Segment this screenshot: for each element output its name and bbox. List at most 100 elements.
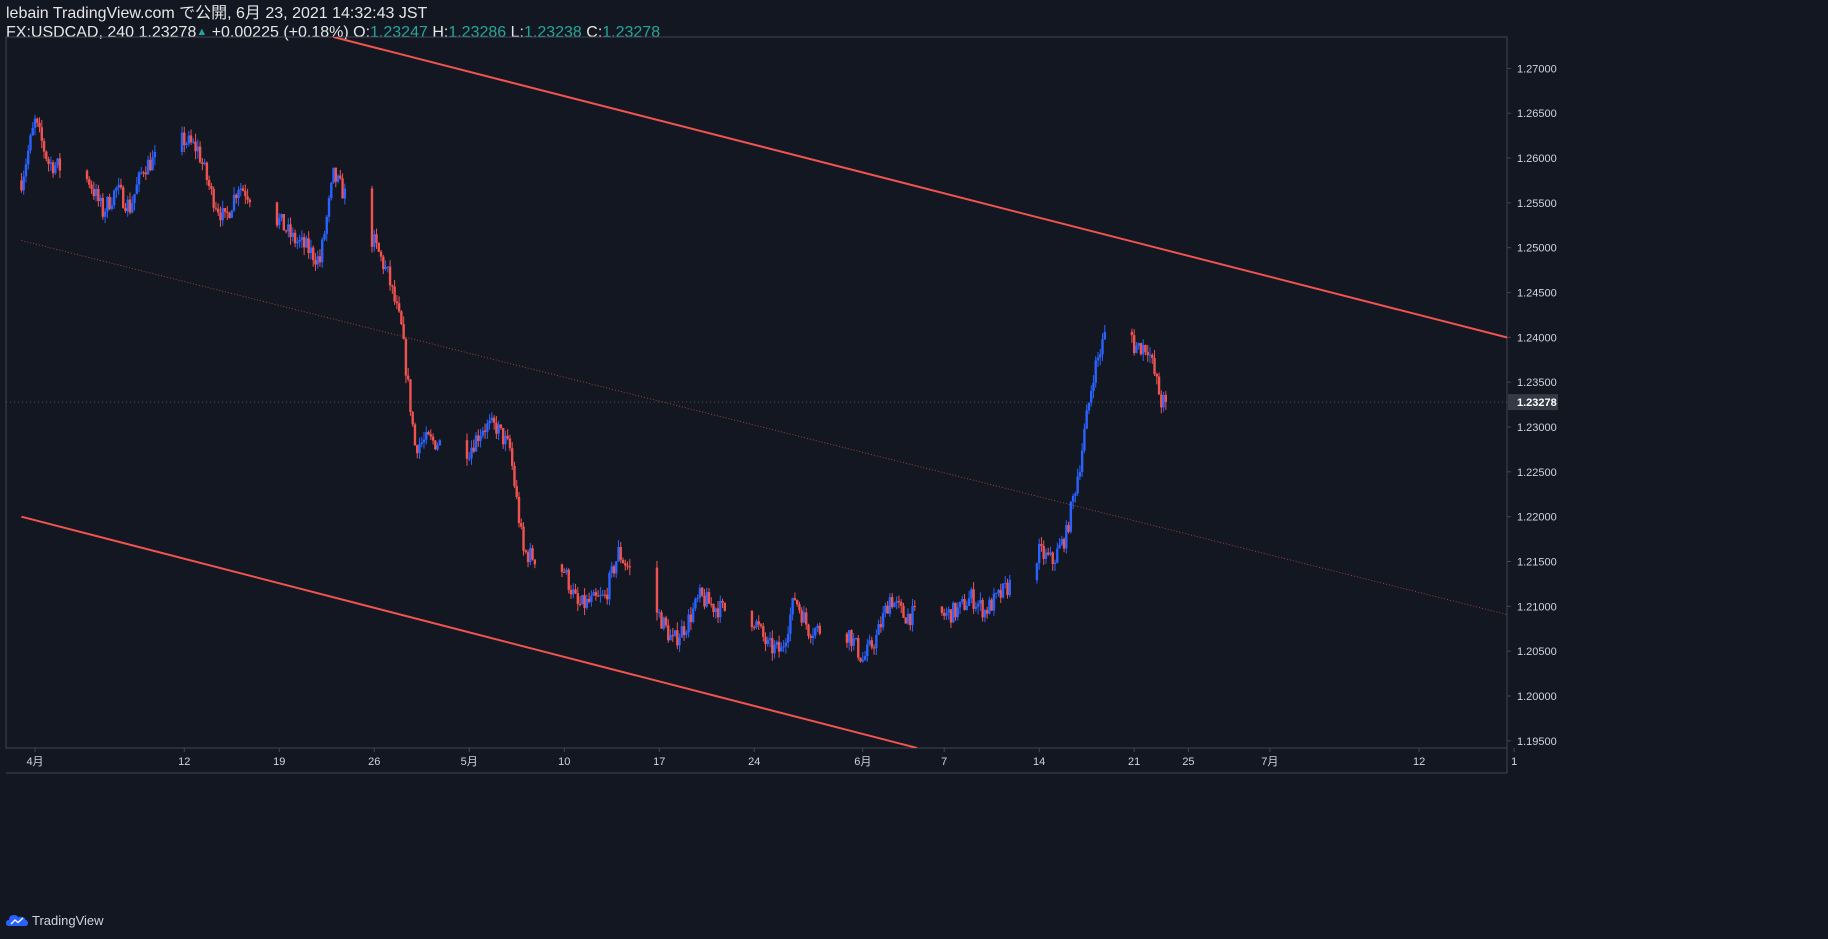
candle-body	[436, 445, 439, 450]
candle-body	[981, 600, 984, 618]
price-tick-label: 1.22500	[1517, 467, 1557, 479]
candle-body	[506, 435, 509, 439]
candle-body	[800, 610, 803, 623]
candle-body	[972, 589, 975, 609]
candle-body	[802, 612, 806, 623]
lower-channel-line[interactable]	[21, 515, 918, 748]
price-tick-label: 1.26500	[1517, 108, 1557, 120]
candle-body	[36, 118, 39, 123]
candle-body	[612, 566, 616, 574]
candle-body	[1044, 552, 1048, 559]
candle-body	[513, 465, 516, 487]
candle-body	[296, 241, 299, 244]
candle-body	[587, 598, 591, 602]
candle-body	[488, 420, 491, 424]
middle-channel-line[interactable]	[21, 240, 1527, 620]
candle-body	[710, 603, 713, 605]
candle-body	[619, 547, 622, 560]
channel-lines[interactable]	[21, 37, 1527, 748]
candle-body	[499, 424, 503, 429]
candle-body	[526, 552, 530, 563]
candle-body	[140, 172, 143, 174]
time-tick-label: 25	[1182, 756, 1194, 768]
candle-body	[1008, 580, 1011, 596]
candle-body	[187, 135, 190, 144]
candle-body	[183, 132, 186, 146]
candle-body	[1130, 331, 1134, 336]
candle-body	[992, 593, 996, 611]
candle-body	[807, 624, 810, 636]
candle-body	[232, 194, 236, 211]
price-tick-label: 1.24500	[1517, 288, 1557, 300]
candle-body	[101, 197, 105, 217]
time-tick-label: 14	[1033, 756, 1045, 768]
candle-body	[341, 178, 344, 199]
candle-body	[212, 188, 215, 208]
candle-body	[305, 238, 308, 248]
candle-body	[768, 638, 772, 640]
candle-body	[38, 122, 41, 128]
candle-body	[151, 157, 154, 171]
candle-body	[153, 151, 157, 158]
candle-body	[88, 179, 91, 185]
candle-body	[750, 610, 754, 628]
candle-body	[92, 188, 96, 197]
candle-body	[596, 595, 600, 597]
candle-body	[560, 564, 564, 572]
candle-body	[902, 605, 905, 618]
candle-body	[999, 589, 1002, 598]
candle-body	[784, 642, 788, 647]
time-tick-label: 5月	[461, 756, 478, 768]
candle-body	[106, 196, 109, 212]
candle-body	[508, 438, 512, 449]
candle-body	[486, 423, 489, 432]
candle-body	[897, 601, 901, 603]
candle-body	[590, 595, 593, 602]
candle-body	[771, 638, 774, 654]
price-axis[interactable]: 1.27000 1.26500 1.26000 1.25500 1.25000 1.245…	[1507, 63, 1557, 748]
candle-body	[576, 593, 579, 604]
candle-body	[780, 647, 783, 652]
time-axis[interactable]: 4月 12 19 26 5月 10 17 24 6月 7 14 21 25 7月 12 1	[26, 748, 1517, 768]
candle-body	[185, 143, 188, 146]
candle-body	[1160, 394, 1163, 408]
upper-channel-line[interactable]	[333, 37, 1528, 343]
candle-body	[976, 603, 980, 607]
candle-body	[54, 165, 57, 174]
tradingview-brand[interactable]: TradingView	[6, 910, 104, 930]
candle-body	[425, 432, 428, 440]
candle-body	[988, 599, 991, 614]
candle-body	[678, 637, 681, 646]
candle-body	[49, 162, 53, 164]
candle-body	[103, 211, 107, 217]
candle-body	[967, 598, 971, 606]
candle-body	[818, 625, 821, 634]
candle-body	[719, 600, 722, 618]
candle-body	[400, 311, 403, 325]
price-tick-label: 1.21500	[1517, 557, 1557, 569]
candle-body	[691, 608, 695, 623]
candle-body	[795, 600, 799, 605]
candle-body	[861, 659, 864, 662]
candle-body	[332, 167, 335, 183]
candle-body	[1076, 476, 1079, 494]
candle-body	[203, 162, 206, 165]
candle-body	[336, 175, 340, 182]
candle-body	[230, 210, 233, 218]
candle-body	[863, 656, 867, 660]
candle-body	[379, 251, 383, 257]
candle-body	[660, 612, 663, 629]
time-tick-label: 12	[178, 756, 190, 768]
footer-brand-label: TradingView	[32, 912, 104, 928]
candle-body	[492, 417, 496, 423]
candle-body	[963, 599, 966, 610]
candle-body	[47, 159, 50, 164]
candle-body	[1139, 343, 1143, 355]
candle-body	[429, 434, 432, 437]
candle-body	[893, 602, 896, 608]
candle-body	[189, 135, 193, 143]
candle-body	[511, 448, 514, 466]
candle-body	[309, 247, 313, 254]
candle-body	[814, 628, 817, 636]
